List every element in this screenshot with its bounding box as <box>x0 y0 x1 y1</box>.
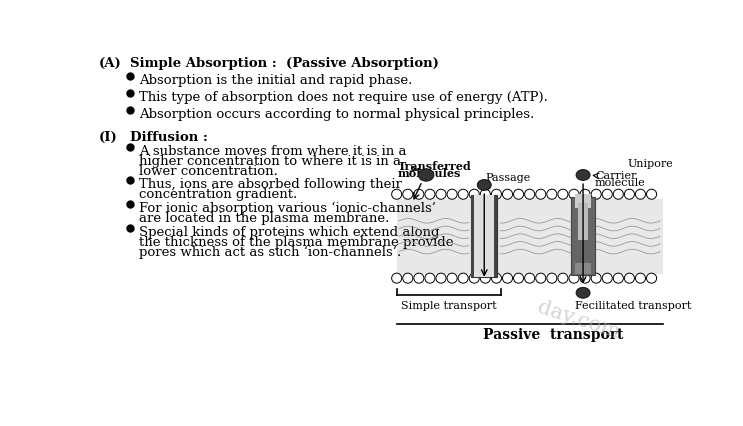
Circle shape <box>580 190 590 200</box>
Text: (I): (I) <box>99 130 118 143</box>
Circle shape <box>558 273 568 283</box>
Text: Absorption is the initial and rapid phase.: Absorption is the initial and rapid phas… <box>140 74 413 87</box>
Bar <box>571 198 595 276</box>
Circle shape <box>536 273 546 283</box>
Circle shape <box>502 190 513 200</box>
Circle shape <box>513 273 524 283</box>
Circle shape <box>525 190 535 200</box>
Bar <box>494 196 497 278</box>
Text: Thus, ions are absorbed following their: Thus, ions are absorbed following their <box>140 178 402 191</box>
Text: are located in the plasma membrane.: are located in the plasma membrane. <box>140 212 390 225</box>
Text: Carrier: Carrier <box>595 170 637 180</box>
Circle shape <box>403 273 413 283</box>
Text: This type of absorption does not require use of energy (ATP).: This type of absorption does not require… <box>140 91 548 104</box>
Circle shape <box>613 273 623 283</box>
Bar <box>575 263 591 274</box>
Text: lower concentration.: lower concentration. <box>140 165 278 178</box>
Circle shape <box>502 273 513 283</box>
Text: concentration gradient.: concentration gradient. <box>140 188 298 201</box>
Circle shape <box>646 190 657 200</box>
Circle shape <box>569 190 579 200</box>
Circle shape <box>536 190 546 200</box>
Ellipse shape <box>477 180 491 191</box>
Text: A substance moves from where it is in a: A substance moves from where it is in a <box>140 145 407 158</box>
Circle shape <box>591 273 601 283</box>
Bar <box>474 196 494 278</box>
Text: Absorption occurs according to normal physical principles.: Absorption occurs according to normal ph… <box>140 108 535 121</box>
Circle shape <box>580 273 590 283</box>
Circle shape <box>635 190 646 200</box>
Circle shape <box>624 190 635 200</box>
Circle shape <box>491 273 502 283</box>
Text: For ionic absorption various ‘ionic-channels’: For ionic absorption various ‘ionic-chan… <box>140 201 436 215</box>
Circle shape <box>458 190 468 200</box>
Bar <box>578 203 588 240</box>
Text: pores which act as such ‘ion-channels’.: pores which act as such ‘ion-channels’. <box>140 245 402 259</box>
Bar <box>471 196 497 278</box>
Circle shape <box>480 273 490 283</box>
Text: (A): (A) <box>99 57 122 70</box>
Circle shape <box>613 190 623 200</box>
Circle shape <box>436 190 446 200</box>
Circle shape <box>414 273 424 283</box>
Text: the thickness of the plasma membrane provide: the thickness of the plasma membrane pro… <box>140 236 454 248</box>
Text: molecule: molecule <box>595 178 646 188</box>
Text: day.com: day.com <box>535 297 622 341</box>
Circle shape <box>425 273 435 283</box>
Circle shape <box>603 273 612 283</box>
Circle shape <box>392 190 402 200</box>
Circle shape <box>403 190 413 200</box>
Bar <box>397 199 663 274</box>
Circle shape <box>525 273 535 283</box>
Text: Fecilitated transport: Fecilitated transport <box>575 300 692 310</box>
Circle shape <box>458 273 468 283</box>
Bar <box>575 195 591 209</box>
Circle shape <box>624 273 635 283</box>
Circle shape <box>547 273 557 283</box>
Ellipse shape <box>418 170 434 182</box>
Text: molecules: molecules <box>398 168 461 179</box>
Ellipse shape <box>576 288 590 299</box>
Text: Special kinds of proteins which extend along: Special kinds of proteins which extend a… <box>140 225 440 239</box>
Circle shape <box>558 190 568 200</box>
Circle shape <box>569 273 579 283</box>
Text: Diffusion :: Diffusion : <box>130 130 208 143</box>
Text: Transferred: Transferred <box>398 160 471 171</box>
Text: Simple Absorption :  (Passive Absorption): Simple Absorption : (Passive Absorption) <box>130 57 439 70</box>
Ellipse shape <box>576 170 590 181</box>
Text: higher concentration to where it is in a: higher concentration to where it is in a <box>140 155 401 168</box>
Circle shape <box>447 190 457 200</box>
Bar <box>471 196 474 278</box>
Text: Simple transport: Simple transport <box>401 300 497 310</box>
Circle shape <box>470 273 479 283</box>
Circle shape <box>491 190 502 200</box>
Circle shape <box>635 273 646 283</box>
Circle shape <box>480 190 490 200</box>
Circle shape <box>547 190 557 200</box>
Text: Passage: Passage <box>486 173 531 182</box>
Circle shape <box>603 190 612 200</box>
Text: Unipore: Unipore <box>628 158 673 169</box>
Circle shape <box>646 273 657 283</box>
Circle shape <box>425 190 435 200</box>
Circle shape <box>447 273 457 283</box>
Circle shape <box>414 190 424 200</box>
Circle shape <box>436 273 446 283</box>
Circle shape <box>392 273 402 283</box>
Circle shape <box>591 190 601 200</box>
Circle shape <box>513 190 524 200</box>
Text: Passive  transport: Passive transport <box>483 328 623 342</box>
Circle shape <box>470 190 479 200</box>
